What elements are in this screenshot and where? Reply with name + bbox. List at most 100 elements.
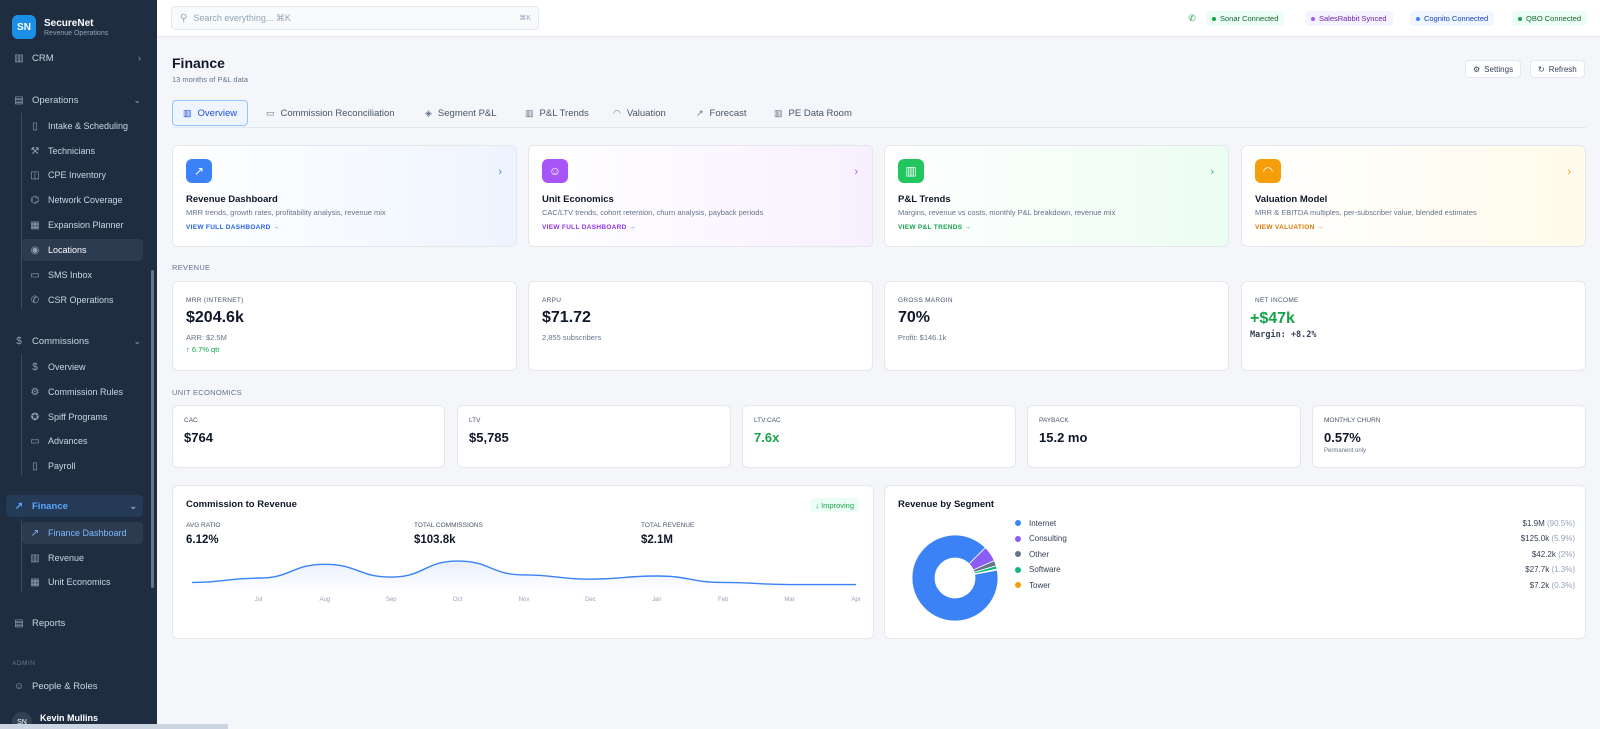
sidebar-item-technicians[interactable]: ⚒ Technicians [0, 140, 147, 162]
sidebar-item-sms-inbox[interactable]: ▭ SMS Inbox [0, 264, 147, 286]
feature-link[interactable]: VIEW VALUATION → [1255, 224, 1323, 231]
status-badge[interactable]: Sonar Connected [1206, 11, 1284, 26]
sidebar-item-label: Spiff Programs [48, 412, 107, 422]
sidebar-scrollbar[interactable] [151, 270, 154, 588]
sidebar-item-csr-operations[interactable]: ✆ CSR Operations [0, 289, 147, 311]
legend-amount: $42.2k [1532, 550, 1556, 559]
sidebar-item-operations[interactable]: ▤ Operations ⌄ [0, 89, 147, 111]
sidebar-item-label: Commissions [32, 336, 89, 347]
sidebar-item-commission-rules[interactable]: ⚙ Commission Rules [0, 381, 147, 403]
feature-title: Unit Economics [542, 194, 614, 205]
shortcut-hint: ⌘K [519, 14, 531, 22]
sidebar-item-intake[interactable]: ▯ Intake & Scheduling [0, 115, 147, 137]
status-badge[interactable]: Cognito Connected [1410, 11, 1494, 26]
metric-value: $5,785 [469, 430, 509, 445]
total-revenue-label: TOTAL REVENUE [641, 522, 694, 529]
metric-sub: Profit: $146.1k [898, 333, 946, 342]
legend-percent: (1.3%) [1551, 565, 1575, 574]
feature-card-unit-economics[interactable]: ☺ Unit Economics CAC/LTV trends, cohort re… [528, 145, 873, 247]
tab-overview[interactable]: ▥ Overview [172, 100, 248, 126]
sidebar-item-label: CPE Inventory [48, 170, 106, 180]
feature-card-valuation-model[interactable]: ◠ Valuation Model MRR & EBITDA multiples, … [1241, 145, 1586, 247]
sidebar-item-revenue[interactable]: ▥ Revenue [0, 547, 147, 569]
sidebar-item-unit-economics[interactable]: ▦ Unit Economics [0, 571, 147, 593]
brand-subtitle: Revenue Operations [44, 30, 108, 37]
legend-percent: (5.9%) [1551, 534, 1575, 543]
feature-link[interactable]: VIEW FULL DASHBOARD → [542, 224, 636, 231]
feature-link[interactable]: VIEW FULL DASHBOARD → [186, 224, 280, 231]
refresh-button[interactable]: ↻ Refresh [1530, 60, 1585, 78]
metric-value: 70% [898, 309, 930, 327]
tab-segment-pl[interactable]: ◈ Segment P&L [415, 100, 507, 126]
tab-bar: ▥ Overview ▭ Commission Reconciliation ◈ Se… [172, 100, 1586, 128]
bars-icon: ▥ [898, 159, 924, 183]
sidebar-item-commissions[interactable]: $ Commissions ⌄ [0, 330, 147, 352]
x-tick-label: Aug [319, 597, 330, 603]
area-fill [192, 561, 856, 592]
tab-pe-data-room[interactable]: ▥ PE Data Room [764, 100, 862, 126]
status-badge[interactable]: SalesRabbit Synced [1305, 11, 1393, 26]
document-icon: ▯ [29, 120, 41, 132]
sidebar-item-spiff-programs[interactable]: ✪ Spiff Programs [0, 406, 147, 428]
tab-valuation[interactable]: ◠ Valuation [603, 100, 676, 126]
sidebar-item-label: Payroll [48, 461, 76, 471]
sidebar-item-network-coverage[interactable]: ⌬ Network Coverage [0, 189, 147, 211]
metric-value: 0.57% [1324, 430, 1361, 445]
metric-sub: 2,855 subscribers [542, 333, 601, 342]
metric-label: CAC [184, 417, 198, 424]
feature-card-revenue-dashboard[interactable]: ↗ Revenue Dashboard MRR trends, growth rat… [172, 145, 517, 247]
settings-button[interactable]: ⚙ Settings [1465, 60, 1521, 78]
pin-icon: ◉ [29, 244, 41, 256]
feature-link[interactable]: VIEW P&L TRENDS → [898, 224, 971, 231]
sidebar-item-expansion-planner[interactable]: ▦ Expansion Planner [0, 214, 147, 236]
x-tick-label: Sep [386, 597, 397, 603]
sidebar-item-crm[interactable]: ▥ CRM › [0, 47, 147, 69]
metric-label: MRR (INTERNET) [186, 297, 244, 304]
sidebar-item-cpe-inventory[interactable]: ◫ CPE Inventory [0, 164, 147, 186]
legend-item: Software $27.7k (1.3%) [1015, 563, 1575, 577]
tab-commission-reconciliation[interactable]: ▭ Commission Reconciliation [256, 100, 405, 126]
legend-percent: (0.3%) [1551, 581, 1575, 590]
gear-icon: ⚙ [29, 386, 41, 398]
x-tick-label: Mar [784, 597, 794, 603]
sidebar-item-reports[interactable]: ▤ Reports [0, 612, 147, 634]
metric-label: ARPU [542, 297, 561, 304]
feature-card-p-l-trends[interactable]: ▥ P&L Trends Margins, revenue vs costs, mo… [884, 145, 1229, 247]
user-name: Kevin Mullins [40, 713, 98, 723]
search-input[interactable]: ⚲ Search everything... ⌘K ⌘K [171, 6, 539, 30]
tab-label: Overview [198, 108, 238, 119]
status-label: Sonar Connected [1220, 14, 1278, 23]
status-dot-icon [1416, 17, 1420, 21]
settings-label: Settings [1484, 65, 1513, 74]
chevron-down-icon: ⌄ [129, 501, 137, 512]
sidebar-item-advances[interactable]: ▭ Advances [0, 430, 147, 452]
brand[interactable]: SN SecureNet Revenue Operations [12, 15, 108, 39]
sidebar-item-finance-dashboard[interactable]: ↗ Finance Dashboard [22, 522, 143, 544]
status-badge[interactable]: QBO Connected [1512, 11, 1587, 26]
legend-value: $7.2k (0.3%) [1530, 581, 1575, 590]
legend-label: Other [1029, 550, 1049, 559]
gross-margin-card: GROSS MARGIN 70% Profit: $146.1k [884, 281, 1229, 371]
sidebar-item-label: Reports [32, 618, 65, 629]
sidebar-item-people-roles[interactable]: ☺ People & Roles [0, 675, 147, 697]
revenue-section-label: REVENUE [172, 263, 210, 272]
phone-icon[interactable]: ✆ [1184, 11, 1200, 26]
tab-forecast[interactable]: ↗ Forecast [686, 100, 757, 126]
sidebar-item-payroll[interactable]: ▯ Payroll [0, 455, 147, 477]
metric-value: $204.6k [186, 309, 244, 327]
sidebar-item-label: Intake & Scheduling [48, 121, 128, 131]
banknote-icon: ▭ [266, 108, 275, 119]
sidebar-item-commissions-overview[interactable]: $ Overview [0, 356, 147, 378]
x-tick-label: Nov [519, 597, 530, 603]
layers-icon: ◈ [425, 108, 432, 119]
sidebar-item-finance[interactable]: ↗ Finance ⌄ [6, 495, 143, 517]
sidebar-item-label: Finance Dashboard [48, 528, 127, 538]
horizontal-scrollbar[interactable] [0, 724, 228, 729]
sidebar-item-label: SMS Inbox [48, 270, 92, 280]
chevron-right-icon: › [1567, 166, 1571, 178]
sidebar-item-locations[interactable]: ◉ Locations [22, 239, 143, 261]
sidebar-item-label: Revenue [48, 553, 84, 563]
clipboard-icon: ▤ [13, 94, 25, 106]
tab-pl-trends[interactable]: ▥ P&L Trends [515, 100, 599, 126]
legend-dot-icon [1015, 520, 1021, 526]
